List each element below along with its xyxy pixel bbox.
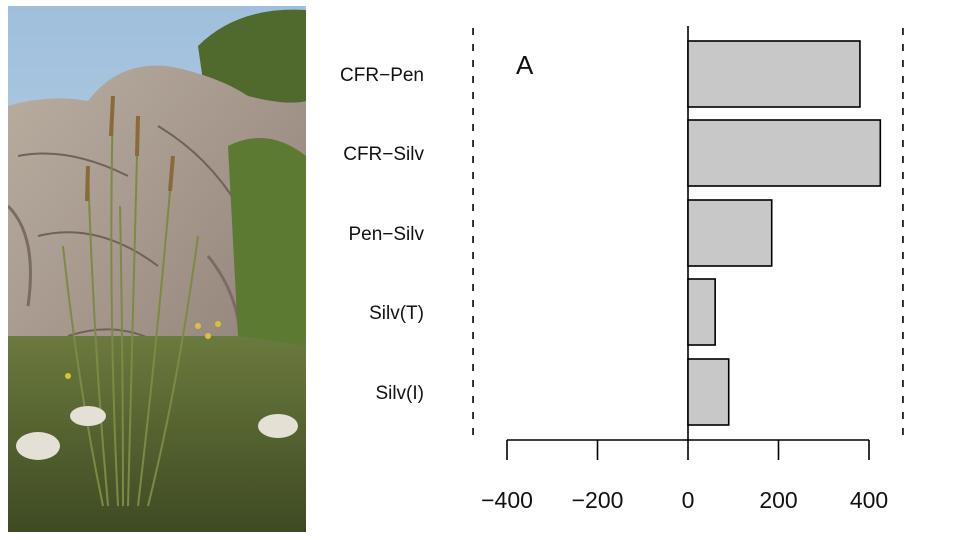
x-tick-label-4: 400: [850, 487, 888, 513]
bar-1: [687, 119, 882, 187]
plant-photo: [8, 6, 306, 532]
x-tick-label-2: 0: [682, 487, 695, 513]
panel-label: A: [516, 50, 534, 80]
category-label-1: CFR−Silv: [343, 144, 424, 165]
category-label-2: Pen−Silv: [348, 224, 424, 245]
bar-0: [687, 40, 861, 108]
x-tick-label-1: −200: [572, 487, 624, 513]
bar-3: [687, 278, 716, 346]
category-label-0: CFR−Pen: [340, 65, 424, 86]
bar-2: [687, 199, 773, 267]
x-tick-label-0: −400: [481, 487, 533, 513]
category-label-3: Silv(T): [369, 303, 424, 324]
bar-4: [687, 358, 730, 426]
x-tick-label-3: 200: [759, 487, 797, 513]
category-label-4: Silv(I): [375, 383, 424, 404]
